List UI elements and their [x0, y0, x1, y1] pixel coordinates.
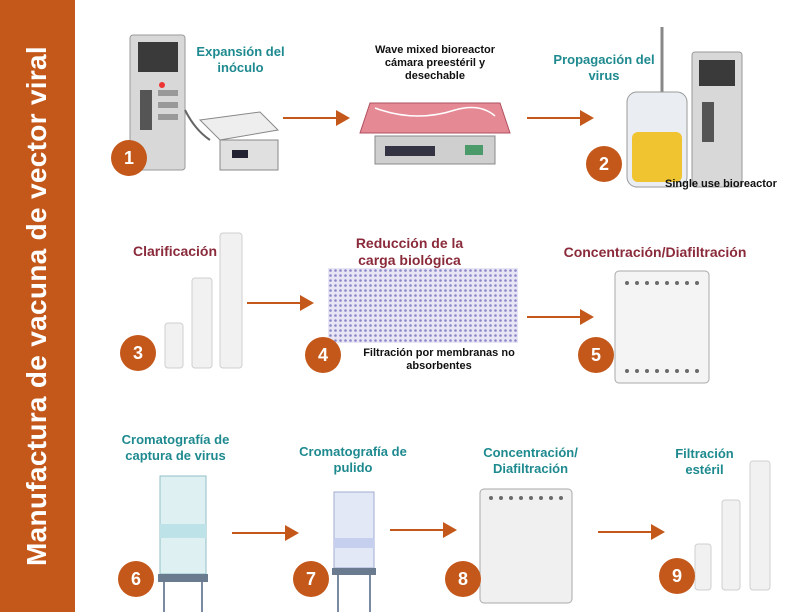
step-5-label: Concentración/Diafiltración	[563, 244, 747, 260]
tff-cassette-image	[614, 270, 710, 384]
inoculum-equipment-image	[129, 34, 280, 171]
step-2-label: Propagación del virus	[553, 52, 655, 83]
step-7-badge: 7	[293, 561, 329, 597]
step-1-badge: 1	[111, 140, 147, 176]
step-2-caption: Single use bioreactor	[665, 178, 777, 190]
step-5-badge: 5	[578, 337, 614, 373]
step-8-label: Concentración/ Diafiltración	[483, 445, 578, 476]
wave-bioreactor-image	[359, 102, 511, 165]
step-1-label: Expansión del inóculo	[196, 44, 285, 75]
membrane-filter-image	[328, 268, 518, 343]
bioreactor-image	[626, 27, 743, 188]
step-3-label: Clarificación	[132, 243, 218, 259]
polishing-column-image	[332, 491, 376, 612]
step-4-caption: Filtración por membranas no absorbentes	[363, 347, 515, 373]
depth-filters-image	[164, 232, 243, 369]
step-4-badge: 4	[305, 337, 341, 373]
tff-cassette-2-image	[479, 488, 573, 604]
step-9-label: Filtración estéril	[675, 446, 734, 477]
capture-column-image	[158, 475, 208, 612]
sterile-filters-image	[694, 460, 771, 591]
step-2-badge: 2	[586, 146, 622, 182]
step-6-label: Cromatografía de captura de virus	[121, 432, 230, 463]
step-8-badge: 8	[445, 561, 481, 597]
step-9-badge: 9	[659, 558, 695, 594]
step-6-badge: 6	[118, 561, 154, 597]
step-4-label: Reducción de la carga biológica	[355, 235, 464, 268]
step-7-label: Cromatografía de pulido	[299, 444, 407, 475]
sidebar: Manufactura de vacuna de vector viral	[0, 0, 75, 612]
step-3-badge: 3	[120, 335, 156, 371]
wave-bioreactor-label: Wave mixed bioreactor cámara preestéril …	[374, 44, 496, 83]
